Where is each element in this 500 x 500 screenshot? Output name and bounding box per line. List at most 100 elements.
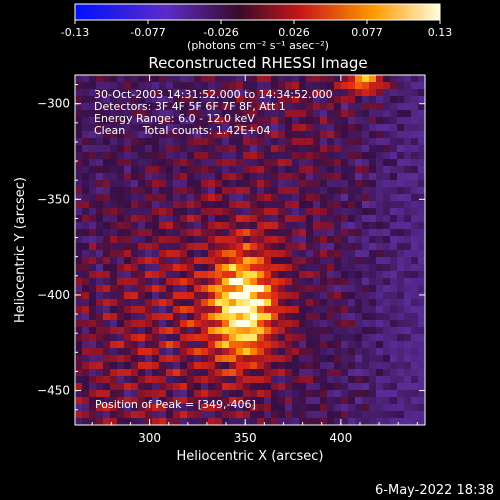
heatmap-cell bbox=[278, 110, 286, 118]
heatmap-cell bbox=[376, 264, 384, 272]
heatmap-cell bbox=[96, 404, 104, 412]
heatmap-cell bbox=[166, 117, 174, 125]
heatmap-cell bbox=[341, 201, 349, 209]
heatmap-cell bbox=[187, 362, 195, 370]
heatmap-cell bbox=[404, 271, 412, 279]
heatmap-cell bbox=[362, 117, 370, 125]
heatmap-cell bbox=[418, 299, 425, 307]
heatmap-cell bbox=[418, 75, 425, 83]
heatmap-cell bbox=[362, 159, 370, 167]
heatmap-cell bbox=[229, 236, 237, 244]
heatmap-cell bbox=[257, 250, 265, 258]
heatmap-cell bbox=[82, 390, 90, 398]
heatmap-cell bbox=[334, 124, 342, 132]
heatmap-cell bbox=[152, 397, 160, 405]
heatmap-cell bbox=[152, 89, 160, 97]
colorbar-tick-label: -0.077 bbox=[130, 26, 165, 39]
heatmap-cell bbox=[327, 194, 335, 202]
heatmap-cell bbox=[397, 117, 405, 125]
heatmap-cell bbox=[299, 236, 307, 244]
heatmap-cell bbox=[411, 243, 419, 251]
heatmap-cell bbox=[82, 320, 90, 328]
heatmap-cell bbox=[355, 306, 363, 314]
heatmap-cell bbox=[376, 320, 384, 328]
heatmap-cell bbox=[341, 187, 349, 195]
heatmap-cell bbox=[110, 376, 118, 384]
heatmap-cell bbox=[306, 306, 314, 314]
heatmap-cell bbox=[103, 159, 111, 167]
heatmap-cell bbox=[369, 313, 377, 321]
heatmap-cell bbox=[110, 362, 118, 370]
heatmap-cell bbox=[131, 229, 139, 237]
heatmap-cell bbox=[243, 355, 251, 363]
heatmap-cell bbox=[194, 278, 202, 286]
heatmap-cell bbox=[243, 173, 251, 181]
heatmap-cell bbox=[320, 341, 328, 349]
heatmap-cell bbox=[89, 299, 97, 307]
heatmap-cell bbox=[299, 96, 307, 104]
heatmap-cell bbox=[117, 236, 125, 244]
heatmap-cell bbox=[243, 278, 251, 286]
heatmap-cell bbox=[306, 278, 314, 286]
heatmap-cell bbox=[327, 131, 335, 139]
heatmap-cell bbox=[222, 180, 230, 188]
heatmap-cell bbox=[306, 187, 314, 195]
heatmap-cell bbox=[75, 271, 83, 279]
heatmap-cell bbox=[320, 278, 328, 286]
heatmap-cell bbox=[117, 362, 125, 370]
heatmap-cell bbox=[229, 271, 237, 279]
heatmap-cell bbox=[159, 236, 167, 244]
heatmap-cell bbox=[138, 215, 146, 223]
heatmap-cell bbox=[383, 411, 391, 419]
heatmap-cell bbox=[131, 243, 139, 251]
heatmap-cell bbox=[292, 124, 300, 132]
heatmap-cell bbox=[75, 278, 83, 286]
heatmap-cell bbox=[404, 285, 412, 293]
heatmap-cell bbox=[89, 383, 97, 391]
heatmap-cell bbox=[166, 152, 174, 160]
heatmap-cell bbox=[369, 327, 377, 335]
heatmap-cell bbox=[180, 257, 188, 265]
heatmap-cell bbox=[299, 306, 307, 314]
heatmap-cell bbox=[313, 404, 321, 412]
heatmap-cell bbox=[313, 376, 321, 384]
colorbar-tick-label: 0.13 bbox=[428, 26, 453, 39]
heatmap-cell bbox=[145, 152, 153, 160]
heatmap-cell bbox=[103, 404, 111, 412]
heatmap-cell bbox=[397, 75, 405, 83]
heatmap-cell bbox=[320, 250, 328, 258]
heatmap-cell bbox=[89, 320, 97, 328]
heatmap-cell bbox=[229, 131, 237, 139]
heatmap-cell bbox=[159, 271, 167, 279]
heatmap-cell bbox=[82, 306, 90, 314]
heatmap-cell bbox=[215, 278, 223, 286]
heatmap-cell bbox=[208, 299, 216, 307]
heatmap-cell bbox=[418, 201, 425, 209]
heatmap-cell bbox=[145, 383, 153, 391]
heatmap-cell bbox=[138, 145, 146, 153]
heatmap-cell bbox=[348, 306, 356, 314]
heatmap-cell bbox=[222, 264, 230, 272]
heatmap-cell bbox=[362, 320, 370, 328]
heatmap-cell bbox=[187, 222, 195, 230]
heatmap-cell bbox=[208, 110, 216, 118]
heatmap-cell bbox=[397, 355, 405, 363]
heatmap-cell bbox=[117, 278, 125, 286]
heatmap-cell bbox=[292, 173, 300, 181]
heatmap-cell bbox=[327, 397, 335, 405]
heatmap-cell bbox=[341, 96, 349, 104]
heatmap-cell bbox=[236, 145, 244, 153]
heatmap-cell bbox=[390, 292, 398, 300]
heatmap-cell bbox=[208, 397, 216, 405]
heatmap-cell bbox=[243, 124, 251, 132]
heatmap-cell bbox=[124, 376, 132, 384]
heatmap-cell bbox=[215, 103, 223, 111]
heatmap-cell bbox=[376, 131, 384, 139]
heatmap-cell bbox=[306, 313, 314, 321]
heatmap-cell bbox=[418, 145, 425, 153]
heatmap-cell bbox=[103, 173, 111, 181]
heatmap-cell bbox=[82, 222, 90, 230]
heatmap-cell bbox=[82, 229, 90, 237]
heatmap-cell bbox=[243, 82, 251, 90]
